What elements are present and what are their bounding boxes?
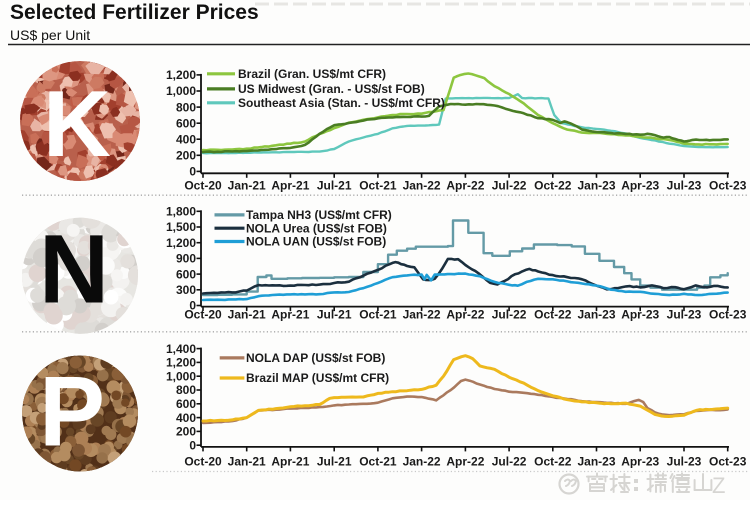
- svg-text:Jan-22: Jan-22: [403, 179, 441, 193]
- svg-text:Oct-22: Oct-22: [534, 455, 572, 469]
- svg-text:Southeast Asia (Stan. - US$/mt: Southeast Asia (Stan. - US$/mt CFR): [238, 96, 445, 110]
- svg-text:1,200: 1,200: [166, 68, 196, 82]
- svg-text:Apr-23: Apr-23: [621, 179, 659, 193]
- svg-text:200: 200: [176, 425, 196, 439]
- svg-text:900: 900: [176, 252, 196, 266]
- svg-text:Jul-21: Jul-21: [317, 455, 352, 469]
- svg-text:Apr-23: Apr-23: [621, 308, 659, 322]
- svg-text:Oct-22: Oct-22: [534, 179, 572, 193]
- svg-text:Oct-20: Oct-20: [184, 308, 222, 322]
- svg-text:Jul-21: Jul-21: [317, 308, 352, 322]
- svg-text:Brazil (Gran. US$/mt CFR): Brazil (Gran. US$/mt CFR): [238, 67, 386, 81]
- svg-text:0: 0: [189, 438, 196, 452]
- svg-text:1,400: 1,400: [166, 342, 196, 356]
- svg-text:Apr-21: Apr-21: [271, 308, 309, 322]
- svg-text:Apr-21: Apr-21: [271, 455, 309, 469]
- svg-text:Jul-23: Jul-23: [667, 308, 702, 322]
- svg-text:Apr-23: Apr-23: [621, 455, 659, 469]
- svg-text:Jan-22: Jan-22: [403, 308, 441, 322]
- svg-text:Oct-21: Oct-21: [359, 308, 397, 322]
- svg-text:Tampa NH3 (US$/mt CFR): Tampa NH3 (US$/mt CFR): [246, 208, 392, 222]
- svg-text:600: 600: [176, 267, 196, 281]
- svg-text:Oct-20: Oct-20: [184, 455, 222, 469]
- svg-text:Apr-21: Apr-21: [271, 179, 309, 193]
- svg-text:800: 800: [176, 100, 196, 114]
- svg-text:Jan-23: Jan-23: [577, 455, 615, 469]
- svg-text:Apr-22: Apr-22: [446, 179, 484, 193]
- svg-text:Brazil MAP (US$/mt CFR): Brazil MAP (US$/mt CFR): [246, 371, 389, 385]
- svg-text:Oct-21: Oct-21: [359, 179, 397, 193]
- svg-text:Oct-23: Oct-23: [709, 179, 747, 193]
- svg-text:Jul-22: Jul-22: [492, 308, 527, 322]
- svg-text:1,000: 1,000: [166, 369, 196, 383]
- svg-text:Jul-23: Jul-23: [667, 179, 702, 193]
- svg-text:NOLA UAN (US$/st FOB): NOLA UAN (US$/st FOB): [246, 235, 386, 249]
- svg-text:NOLA Urea (US$/st FOB): NOLA Urea (US$/st FOB): [246, 221, 387, 235]
- svg-text:200: 200: [176, 149, 196, 163]
- svg-text:Jan-23: Jan-23: [577, 179, 615, 193]
- svg-text:1,500: 1,500: [166, 220, 196, 234]
- svg-text:Jan-23: Jan-23: [577, 308, 615, 322]
- svg-text:1,200: 1,200: [166, 236, 196, 250]
- svg-text:1,000: 1,000: [166, 84, 196, 98]
- svg-text:400: 400: [176, 411, 196, 425]
- svg-text:0: 0: [189, 165, 196, 179]
- svg-text:400: 400: [176, 132, 196, 146]
- svg-text:NOLA DAP (US$/st FOB): NOLA DAP (US$/st FOB): [246, 351, 385, 365]
- svg-text:Jul-22: Jul-22: [492, 455, 527, 469]
- svg-text:300: 300: [176, 283, 196, 297]
- svg-text:1,200: 1,200: [166, 356, 196, 370]
- svg-text:Jul-23: Jul-23: [667, 455, 702, 469]
- svg-text:Jul-22: Jul-22: [492, 179, 527, 193]
- svg-text:US Midwest (Gran. - US$/st FOB: US Midwest (Gran. - US$/st FOB): [238, 82, 425, 96]
- svg-text:Oct-20: Oct-20: [184, 179, 222, 193]
- svg-text:Jan-21: Jan-21: [228, 308, 266, 322]
- svg-text:Oct-23: Oct-23: [709, 455, 747, 469]
- svg-text:800: 800: [176, 383, 196, 397]
- svg-text:Oct-23: Oct-23: [709, 308, 747, 322]
- svg-text:1,800: 1,800: [166, 205, 196, 219]
- svg-text:Selected Fertilizer Prices: Selected Fertilizer Prices: [10, 1, 259, 24]
- svg-text:600: 600: [176, 116, 196, 130]
- svg-text:Oct-21: Oct-21: [359, 455, 397, 469]
- svg-text:P: P: [39, 356, 105, 467]
- svg-text:0: 0: [189, 299, 196, 313]
- svg-text:Oct-22: Oct-22: [534, 308, 572, 322]
- svg-text:K: K: [43, 71, 111, 176]
- svg-text:Z: Z: [712, 473, 725, 498]
- svg-text:Apr-22: Apr-22: [446, 308, 484, 322]
- svg-text:Jan-22: Jan-22: [403, 455, 441, 469]
- svg-text:US$ per Unit: US$ per Unit: [10, 27, 90, 43]
- svg-text:Jul-21: Jul-21: [317, 179, 352, 193]
- svg-text:Jan-21: Jan-21: [228, 179, 266, 193]
- svg-text:Jan-21: Jan-21: [228, 455, 266, 469]
- svg-text:N: N: [39, 215, 109, 324]
- svg-text:Apr-22: Apr-22: [446, 455, 484, 469]
- svg-text:600: 600: [176, 397, 196, 411]
